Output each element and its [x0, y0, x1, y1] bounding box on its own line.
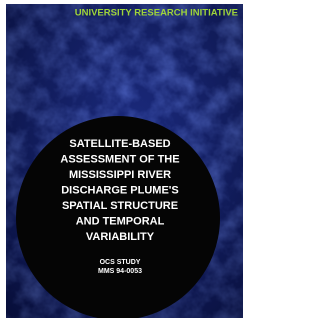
title-line: SATELLITE-BASED — [69, 138, 170, 150]
title-line: VARIABILITY — [86, 231, 155, 243]
title-line: MISSISSIPPI RIVER — [69, 169, 171, 181]
title-line: SPATIAL STRUCTURE — [62, 200, 178, 212]
report-cover: UNIVERSITY RESEARCH INITIATIVE SATELLITE… — [0, 0, 249, 323]
study-label: OCS STUDY — [100, 259, 141, 266]
title-line: AND TEMPORAL — [76, 215, 165, 227]
series-banner: UNIVERSITY RESEARCH INITIATIVE — [75, 8, 238, 19]
title-line: ASSESSMENT OF THE — [60, 153, 179, 165]
report-number: MMS 94-0053 — [98, 268, 142, 275]
title-line: DISCHARGE PLUME'S — [61, 184, 179, 196]
cover-title: SATELLITE-BASED ASSESSMENT OF THE MISSISSI… — [60, 138, 179, 243]
